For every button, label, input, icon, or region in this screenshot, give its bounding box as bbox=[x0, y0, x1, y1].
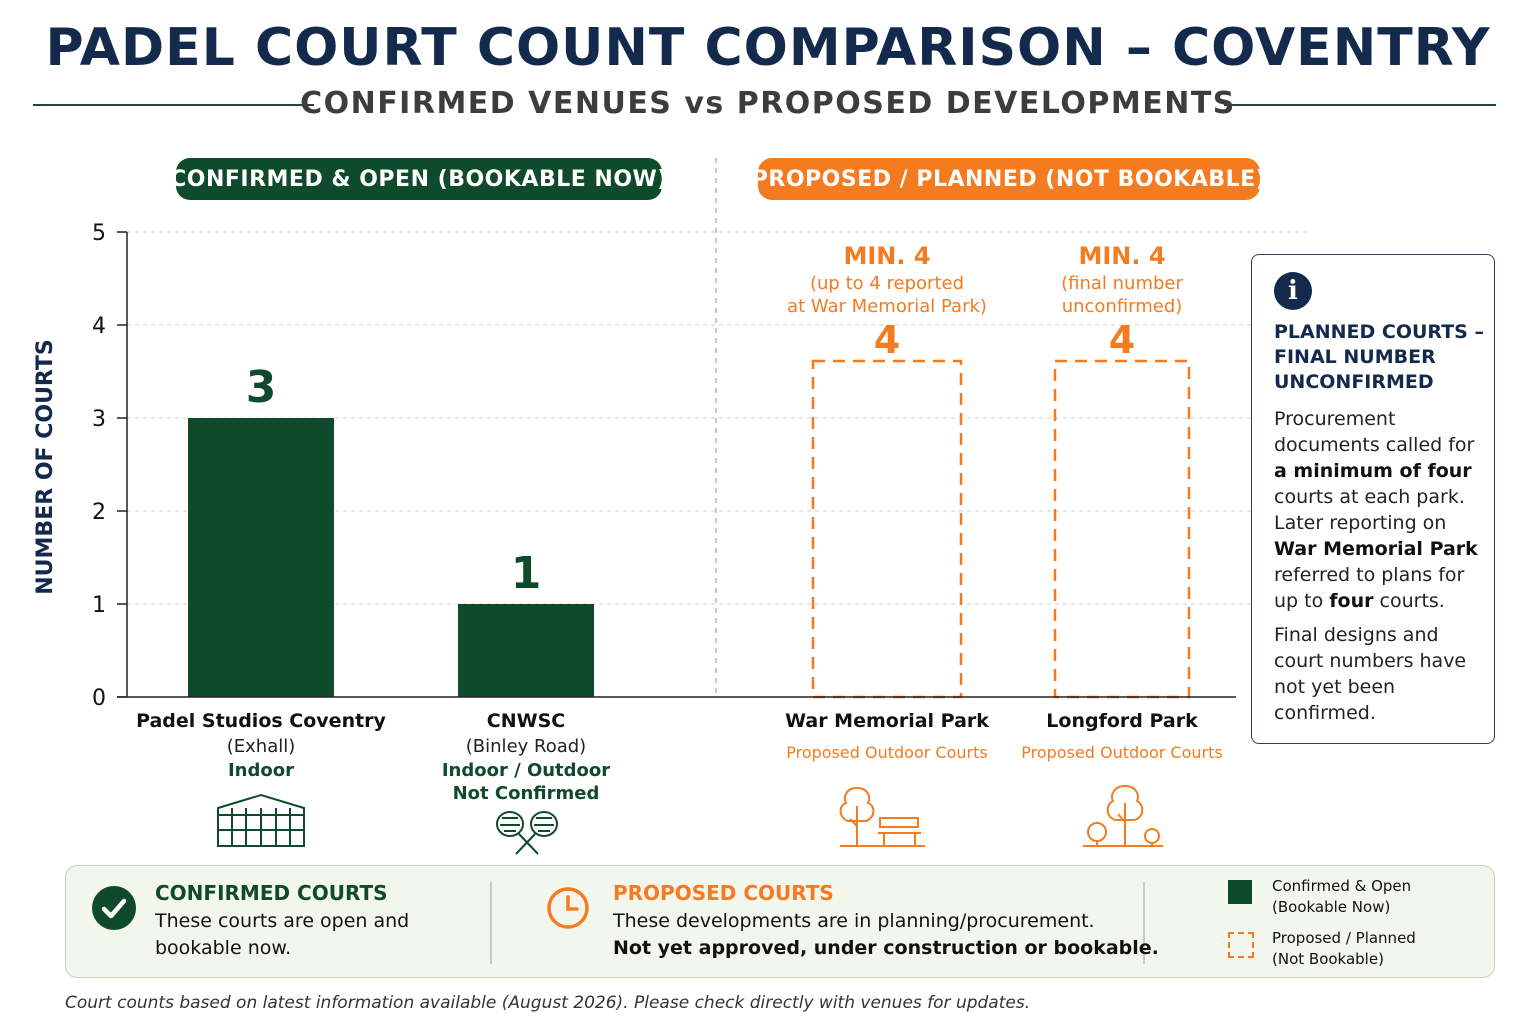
y-tick-label: 0 bbox=[92, 686, 106, 711]
value-labels: 3 1 4 4 bbox=[246, 318, 1136, 599]
info-paragraph-2: Final designs and court numbers have not… bbox=[1274, 624, 1467, 724]
legend-swatch-confirmed bbox=[1228, 880, 1252, 904]
bar-confirmed bbox=[458, 604, 594, 697]
category-type: Indoor / Outdoor bbox=[441, 760, 611, 781]
annotation-line: (up to 4 reported bbox=[809, 273, 965, 294]
annotation-line: unconfirmed) bbox=[1061, 296, 1183, 317]
footnote: Court counts based on latest information… bbox=[65, 993, 1031, 1013]
legend-label-proposed: Proposed / Planned (Not Bookable) bbox=[1272, 929, 1416, 968]
y-tick-label: 5 bbox=[92, 221, 106, 246]
category-status-note: Not Confirmed bbox=[452, 783, 600, 804]
category-type: Indoor bbox=[227, 760, 294, 781]
y-tick-label: 1 bbox=[92, 593, 106, 618]
proposed-courts-heading: PROPOSED COURTS bbox=[613, 881, 834, 905]
grid-lines bbox=[127, 231, 1310, 605]
clock-icon bbox=[547, 887, 589, 929]
category-name: Padel Studios Coventry bbox=[136, 710, 386, 732]
footer-legend-panel bbox=[65, 865, 1495, 978]
info-box bbox=[1251, 254, 1495, 744]
y-axis-label: NUMBER OF COURTS bbox=[33, 339, 58, 594]
indoor-hall-icon bbox=[217, 793, 305, 847]
category-location: (Binley Road) bbox=[465, 736, 587, 757]
footer-divider-1 bbox=[490, 882, 492, 964]
value-label: 1 bbox=[511, 548, 542, 599]
subtitle-rule-left bbox=[33, 104, 314, 106]
bar-confirmed bbox=[188, 418, 334, 697]
park-trees-icon bbox=[1083, 784, 1163, 847]
category-name: Longford Park bbox=[1046, 710, 1198, 732]
y-tick-label: 4 bbox=[92, 314, 106, 339]
bars-layer bbox=[188, 359, 1191, 699]
page-title: PADEL COURT COUNT COMPARISON – COVENTRY bbox=[45, 18, 1491, 78]
annotation-line: at War Memorial Park) bbox=[787, 296, 987, 317]
proposed-section-label: PROPOSED / PLANNED (NOT BOOKABLE) bbox=[752, 158, 1266, 200]
value-label: 3 bbox=[246, 362, 277, 413]
bar-proposed bbox=[811, 359, 963, 699]
crossed-rackets-icon bbox=[496, 811, 558, 855]
confirmed-section-label: CONFIRMED & OPEN (BOOKABLE NOW) bbox=[170, 158, 667, 200]
y-tick-label: 3 bbox=[92, 407, 106, 432]
bar-proposed bbox=[1053, 359, 1191, 699]
value-label: 4 bbox=[1109, 318, 1135, 362]
confirmed-courts-heading: CONFIRMED COURTS bbox=[155, 881, 388, 905]
annotation-heading: MIN. 4 bbox=[1078, 242, 1166, 270]
legend-swatch-proposed bbox=[1228, 932, 1254, 958]
category-location: (Exhall) bbox=[226, 736, 296, 757]
confirmed-courts-text: These courts are open and bookable now. bbox=[155, 910, 410, 959]
info-title: PLANNED COURTS – FINAL NUMBER UNCONFIRME… bbox=[1274, 321, 1484, 393]
annotation-heading: MIN. 4 bbox=[843, 242, 931, 270]
y-ticks: 0 1 2 3 4 5 bbox=[92, 221, 127, 711]
y-tick-label: 2 bbox=[92, 500, 106, 525]
tree-bench-icon bbox=[839, 786, 925, 847]
check-icon bbox=[92, 886, 136, 930]
category-name: War Memorial Park bbox=[785, 710, 989, 732]
category-name: CNWSC bbox=[486, 710, 566, 732]
category-type: Proposed Outdoor Courts bbox=[786, 743, 988, 762]
value-label: 4 bbox=[874, 318, 900, 362]
footer-divider-2 bbox=[1143, 882, 1145, 964]
category-type: Proposed Outdoor Courts bbox=[1021, 743, 1223, 762]
legend-label-confirmed: Confirmed & Open (Bookable Now) bbox=[1272, 877, 1412, 916]
page-subtitle: CONFIRMED VENUES vs PROPOSED DEVELOPMENT… bbox=[300, 86, 1236, 121]
annotation-line: (final number bbox=[1061, 273, 1183, 294]
proposed-courts-text: These developments are in planning/procu… bbox=[613, 910, 1159, 959]
subtitle-rule-right bbox=[1224, 104, 1496, 106]
info-icon: i bbox=[1274, 272, 1312, 310]
info-paragraph-1: Procurement documents called for a minim… bbox=[1274, 408, 1478, 612]
